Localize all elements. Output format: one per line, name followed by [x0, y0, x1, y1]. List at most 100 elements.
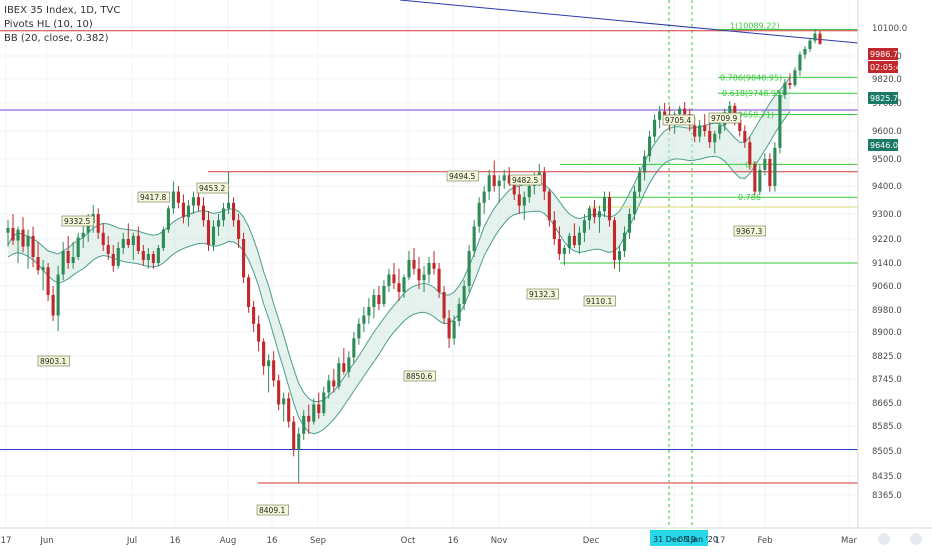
candle-body-97: [492, 175, 496, 186]
candle-82: [417, 257, 421, 289]
pivot-box-1: [61, 215, 94, 227]
candle-body-101: [512, 183, 516, 195]
pivot-label-8: 9132.3: [526, 288, 559, 300]
candle-body-10: [56, 274, 60, 316]
candle-body-117: [592, 208, 596, 218]
candle-67: [342, 348, 346, 375]
candle-body-103: [522, 197, 526, 206]
y-tick-label-14: 8745.0: [872, 375, 902, 385]
candle-body-121: [612, 220, 617, 260]
x-tick-label-8: 16: [448, 536, 459, 546]
candle-body-114: [577, 232, 581, 245]
candle-62: [317, 392, 321, 419]
candle-26: [136, 226, 140, 254]
candle-body-83: [422, 274, 426, 281]
price-label-box-3: [868, 139, 898, 151]
candle-body-29: [151, 254, 155, 263]
candle-body-23: [121, 239, 125, 248]
candle-0: [6, 220, 10, 247]
trend-line: [399, 0, 859, 44]
candle-body-53: [272, 360, 276, 381]
candle-156: [788, 73, 792, 89]
candle-body-93: [472, 226, 476, 251]
pivot-label-12: 9367.3: [733, 225, 766, 237]
candle-body-150: [758, 169, 762, 192]
pivot-box-11: [708, 112, 741, 124]
candle-60: [307, 404, 311, 434]
pivot-text-9: 9110.1: [586, 297, 612, 306]
candle-127: [643, 150, 647, 181]
candle-body-148: [748, 142, 752, 165]
candle-body-109: [552, 220, 556, 239]
candle-body-65: [332, 380, 336, 387]
candle-body-85: [432, 263, 436, 269]
candle-body-52: [267, 360, 271, 367]
bb-lower: [7, 111, 791, 435]
price-label-text-1: 02:05:46: [870, 63, 906, 72]
candle-117: [592, 200, 596, 224]
pivot-text-12: 9367.3: [736, 227, 762, 236]
fib-label-2: 0.618(9748.95): [722, 89, 784, 98]
candle-10: [56, 265, 60, 332]
candle-148: [748, 136, 752, 170]
pivot-box-8: [526, 288, 559, 300]
x-tick-label-7: Oct: [401, 536, 416, 546]
candle-body-62: [317, 404, 321, 414]
candle-body-26: [136, 235, 140, 251]
candle-154: [778, 91, 782, 154]
legend-title: IBEX 35 Index, 1D, TVC: [4, 5, 121, 16]
candle-body-84: [427, 263, 431, 275]
candle-body-32: [166, 208, 170, 230]
candle-body-43: [221, 208, 226, 221]
candle-body-119: [602, 197, 607, 212]
x-tick-label-5: 16: [267, 536, 278, 546]
candle-body-49: [252, 307, 256, 324]
candle-body-2: [16, 229, 20, 241]
candle-85: [432, 251, 436, 275]
candle-body-55: [282, 398, 286, 405]
candle-72: [367, 298, 371, 324]
candle-39: [201, 197, 206, 227]
candle-body-102: [517, 194, 521, 206]
candle-153: [773, 142, 777, 192]
candle-body-122: [617, 251, 622, 260]
candle-body-19: [101, 232, 105, 245]
candle-body-38: [196, 197, 201, 206]
pivot-text-5: 8850.6: [406, 372, 432, 381]
candle-3: [21, 217, 25, 253]
candle-body-18: [96, 214, 100, 233]
y-tick-label-0: 10100.0: [872, 24, 907, 34]
candle-25: [131, 232, 135, 260]
candle-body-61: [312, 404, 316, 422]
candle-52: [267, 354, 271, 393]
candle-40: [206, 211, 211, 251]
pivot-box-10: [662, 114, 695, 126]
candle-130: [658, 105, 662, 129]
candle-body-89: [452, 321, 456, 339]
price-label-box-0: [868, 48, 898, 60]
x-tick-label-12: 17: [715, 536, 726, 546]
y-tick-label-4: 9600.0: [872, 127, 902, 137]
candle-155: [783, 79, 787, 99]
candle-body-91: [462, 286, 466, 304]
candle-body-69: [352, 338, 356, 358]
candle-47: [242, 232, 246, 284]
candle-body-25: [131, 235, 135, 245]
horizontal-levels: [0, 0, 859, 484]
legend-pivots: Pivots HL (10, 10): [4, 19, 93, 30]
candle-body-51: [262, 341, 266, 367]
candle-113: [572, 223, 576, 248]
candle-151: [763, 153, 767, 176]
candle-97: [492, 160, 496, 192]
fib-label-3: 0.5(9658.71): [722, 111, 774, 120]
candle-body-34: [176, 191, 180, 203]
price-label-text-2: 9825.7: [870, 94, 898, 103]
candle-34: [176, 186, 180, 209]
candle-body-108: [547, 191, 551, 221]
pivot-text-1: 9332.5: [64, 217, 90, 226]
candle-body-142: [718, 125, 722, 134]
candle-body-120: [607, 197, 612, 221]
candle-body-160: [808, 40, 812, 49]
candle-122: [617, 245, 622, 272]
